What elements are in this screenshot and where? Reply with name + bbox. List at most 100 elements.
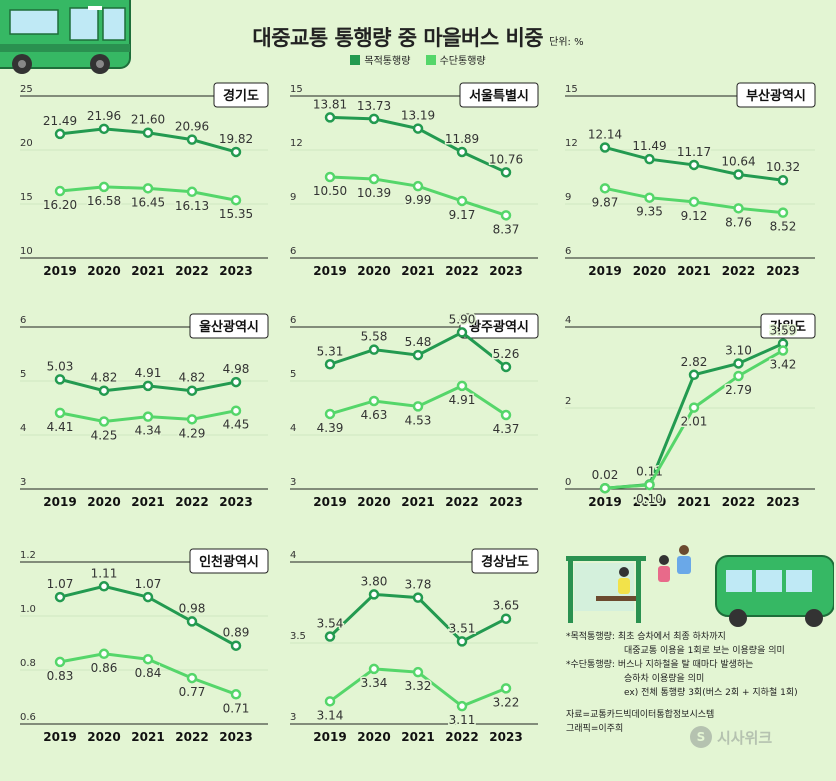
x-tick-label: 2022 [445, 264, 478, 278]
data-label: 9.87 [592, 195, 619, 209]
data-point [777, 345, 789, 356]
note-purpose-text-1: 최초 승차에서 최종 하차까지 [617, 632, 726, 642]
data-label: 3.42 [770, 357, 797, 371]
x-tick-label: 2019 [43, 730, 76, 744]
y-tick-label: 12 [565, 138, 578, 149]
data-label: 4.34 [135, 424, 162, 438]
data-point [412, 592, 424, 603]
data-label: 4.82 [91, 371, 118, 385]
y-tick-label: 6 [20, 315, 26, 326]
panel-title: 서울특별시 [469, 88, 529, 104]
y-tick-label: 1.0 [20, 604, 36, 615]
data-label: 4.91 [135, 366, 162, 380]
data-label: 3.10 [725, 343, 752, 357]
data-label: 0.77 [179, 685, 206, 699]
data-label: 5.31 [317, 344, 344, 358]
panel-title-box [471, 548, 539, 574]
data-label: 3.14 [317, 708, 344, 722]
data-label: 0.83 [47, 669, 74, 683]
data-label: 3.51 [449, 621, 476, 635]
data-point [500, 683, 512, 694]
data-label: 13.19 [401, 109, 435, 123]
y-tick-label: 4 [290, 423, 296, 434]
x-tick-label: 2020 [633, 264, 666, 278]
panel-title: 울산광역시 [199, 319, 259, 335]
source-line-2: 그래픽=이주희 [566, 724, 624, 734]
data-point [98, 181, 110, 193]
data-point [412, 349, 424, 361]
page-title: 대중교통 통행량 중 마을버스 비중 [252, 26, 544, 50]
data-label: 4.45 [223, 418, 250, 432]
note-example: ex) 전체 통행량 3회(버스 2회 + 지하철 1회) [624, 688, 798, 698]
panel-title-box [189, 313, 269, 339]
data-point [142, 591, 154, 603]
data-label: 4.37 [493, 422, 520, 436]
panel-title: 경상남도 [481, 554, 529, 570]
y-tick-label: 3 [20, 477, 26, 488]
data-point [644, 479, 655, 491]
data-label: 4.41 [47, 420, 74, 434]
x-tick-label: 2019 [313, 264, 346, 278]
y-tick-label: 5 [290, 369, 296, 380]
data-label: 4.91 [449, 393, 476, 407]
data-point [368, 113, 380, 125]
data-label: 3.54 [317, 617, 344, 631]
data-point [412, 401, 424, 412]
y-tick-label: 5 [20, 369, 26, 380]
data-point [733, 169, 744, 180]
x-tick-label: 2019 [313, 495, 346, 509]
panel-title-box [736, 82, 816, 108]
brand-logo-icon: S [690, 726, 712, 748]
data-point [456, 700, 468, 712]
data-point [500, 167, 512, 178]
x-tick-label: 2023 [489, 730, 522, 744]
data-label: 16.58 [87, 194, 121, 208]
data-point [230, 405, 242, 416]
x-tick-label: 2022 [175, 495, 208, 509]
data-label: 11.17 [677, 145, 711, 159]
x-tick-label: 2021 [131, 495, 164, 509]
x-tick-label: 2023 [489, 264, 522, 278]
data-label: 20.96 [175, 120, 209, 134]
x-tick-label: 2020 [357, 730, 390, 744]
x-tick-label: 2020 [87, 264, 120, 278]
x-tick-label: 2021 [401, 730, 434, 744]
data-point [230, 640, 242, 651]
data-label: 3.65 [493, 599, 520, 613]
panel-title: 경기도 [223, 88, 259, 104]
data-label: 4.25 [91, 429, 118, 443]
chart-header: 대중교통 통행량 중 마을버스 비중 단위: % [0, 22, 836, 52]
y-tick-label: 3 [290, 712, 296, 723]
data-label: 13.73 [357, 99, 391, 113]
data-point [599, 183, 611, 194]
data-point [688, 402, 700, 413]
data-label: 21.60 [131, 113, 165, 127]
x-tick-label: 2022 [722, 264, 755, 278]
source-line-1: 자료=교통카드빅데이터통합정보시스템 [566, 710, 715, 720]
data-label: 1.11 [91, 566, 118, 580]
data-point [644, 153, 655, 165]
data-point [456, 146, 468, 158]
data-point [186, 385, 198, 396]
y-tick-label: 3 [290, 477, 296, 488]
data-point [186, 414, 198, 425]
data-point [733, 370, 744, 382]
data-point [324, 112, 336, 123]
x-tick-label: 2019 [43, 264, 76, 278]
data-label: 4.82 [179, 371, 206, 385]
note-mode-label: *수단통행량: [566, 660, 615, 670]
data-label: 3.34 [361, 676, 388, 690]
data-label: 1.07 [47, 577, 74, 591]
data-point [54, 128, 66, 140]
x-tick-label: 2020 [357, 495, 390, 509]
data-point [500, 409, 512, 421]
data-label: 0.10 [636, 492, 663, 506]
note-mode-text-1: 버스나 지하철을 탈 때마다 발생하는 [617, 660, 754, 670]
data-label: 2.82 [681, 355, 708, 369]
data-label: 5.03 [47, 359, 74, 373]
data-point [777, 207, 789, 218]
legend-item-mode: 수단통행량 [425, 52, 486, 67]
data-label: 3.80 [361, 574, 388, 588]
data-point [644, 192, 655, 203]
legend-label-purpose: 목적통행량 [364, 56, 411, 67]
